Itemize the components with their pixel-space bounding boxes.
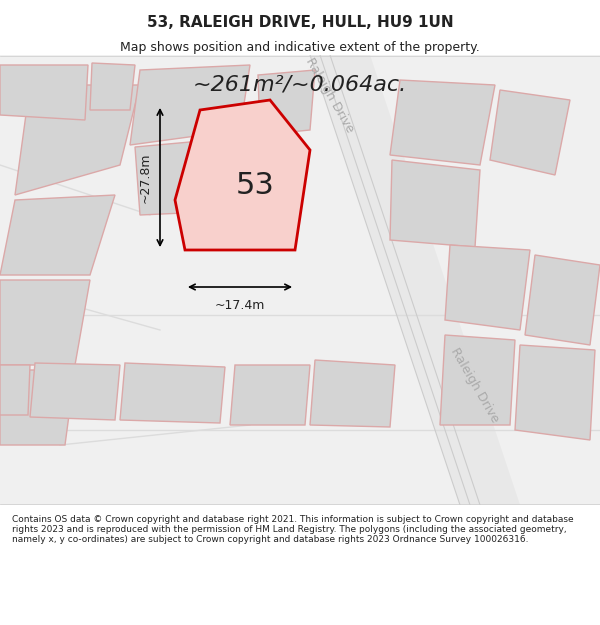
Text: ~261m²/~0.064ac.: ~261m²/~0.064ac. (193, 75, 407, 95)
Polygon shape (0, 280, 90, 365)
Polygon shape (310, 55, 520, 505)
Polygon shape (90, 63, 135, 110)
Polygon shape (525, 255, 600, 345)
Text: Map shows position and indicative extent of the property.: Map shows position and indicative extent… (120, 41, 480, 54)
Polygon shape (230, 365, 310, 425)
Polygon shape (390, 160, 480, 247)
Text: Contains OS data © Crown copyright and database right 2021. This information is : Contains OS data © Crown copyright and d… (12, 514, 574, 544)
Polygon shape (258, 70, 315, 135)
Polygon shape (15, 85, 140, 195)
Text: Raleigh Drive: Raleigh Drive (448, 345, 502, 425)
FancyBboxPatch shape (0, 55, 600, 505)
Polygon shape (515, 345, 595, 440)
Polygon shape (0, 195, 115, 275)
Polygon shape (135, 137, 250, 215)
Text: 53, RALEIGH DRIVE, HULL, HU9 1UN: 53, RALEIGH DRIVE, HULL, HU9 1UN (146, 16, 454, 31)
Text: ~27.8m: ~27.8m (139, 152, 152, 202)
Polygon shape (30, 363, 120, 420)
Text: ~17.4m: ~17.4m (215, 299, 265, 312)
Polygon shape (490, 90, 570, 175)
Text: 53: 53 (236, 171, 274, 199)
Text: Raleigh Drive: Raleigh Drive (304, 55, 356, 135)
Polygon shape (440, 335, 515, 425)
Polygon shape (390, 80, 495, 165)
Polygon shape (175, 100, 310, 250)
Polygon shape (130, 65, 250, 145)
Polygon shape (445, 245, 530, 330)
Polygon shape (0, 365, 30, 415)
Polygon shape (0, 65, 88, 120)
Polygon shape (0, 370, 75, 445)
Polygon shape (120, 363, 225, 423)
Polygon shape (310, 360, 395, 427)
